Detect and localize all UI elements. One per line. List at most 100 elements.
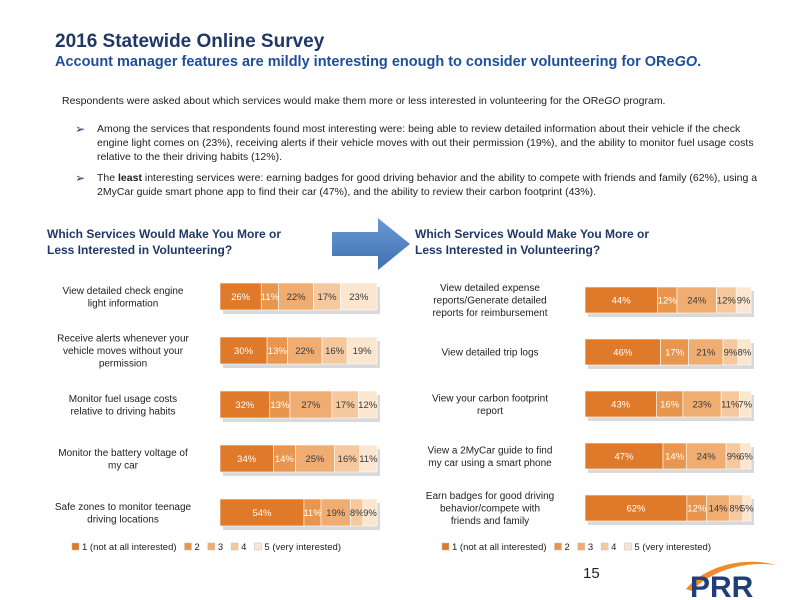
data-label: 6% — [739, 452, 753, 463]
category-label: Earn badges for good driving — [426, 491, 554, 502]
data-label: 12% — [358, 400, 378, 411]
legend-swatch — [207, 542, 216, 551]
category-label: relative to driving habits — [70, 406, 175, 417]
legend-label: 1 (not at all interested) — [452, 542, 547, 553]
legend-swatch — [600, 542, 609, 551]
legend-swatch — [184, 542, 192, 551]
bar-segment — [219, 336, 268, 365]
prr-logo: PRR — [686, 561, 776, 600]
data-label: 23% — [693, 400, 713, 411]
data-label: 16% — [325, 346, 345, 357]
data-label: 9% — [724, 348, 738, 359]
bar-segment — [584, 494, 688, 522]
right-arrow-icon — [332, 218, 410, 270]
data-label: 43% — [611, 400, 631, 411]
page-number: 15 — [583, 565, 600, 582]
bar-segment — [584, 390, 657, 418]
category-label: friends and family — [451, 516, 529, 527]
bullet-most-interesting: ➢ Among the services that respondents fo… — [75, 122, 765, 164]
bar-segment — [688, 338, 724, 366]
bar-segment — [289, 390, 333, 419]
legend-swatch — [441, 542, 450, 551]
data-label: 12% — [687, 504, 707, 515]
data-label: 24% — [687, 296, 707, 307]
data-label: 9% — [737, 296, 751, 307]
bar-segment — [740, 442, 752, 470]
logo-swoosh — [686, 561, 776, 591]
data-label: 5% — [740, 504, 754, 515]
category-label: Receive alerts whenever your — [57, 334, 189, 345]
bar-segment — [676, 286, 717, 314]
bullet-text: Among the services that respondents foun… — [97, 123, 754, 163]
category-label: light information — [88, 298, 159, 309]
data-label: 27% — [301, 400, 321, 411]
data-label: 17% — [336, 400, 356, 411]
legend-label: 5 (very interested) — [264, 542, 341, 553]
data-label: 25% — [305, 454, 325, 465]
data-label: 12% — [717, 296, 737, 307]
category-label: View a 2MyCar guide to find — [428, 445, 553, 456]
bar-segment — [584, 286, 658, 314]
category-label: permission — [99, 359, 147, 370]
bar-segment — [359, 444, 378, 473]
bar-segment — [287, 336, 323, 365]
legend-swatch — [554, 542, 562, 551]
data-label: 13% — [270, 400, 290, 411]
data-label: 8% — [350, 508, 364, 519]
bar-segment — [362, 498, 378, 527]
bar-segment — [320, 498, 351, 527]
category-label: my car using a smart phone — [428, 458, 552, 469]
subtitle-brand-ore: ORe — [644, 54, 675, 70]
intro-end: program. — [620, 95, 666, 107]
bar-segment — [584, 338, 661, 366]
bar-segment — [737, 338, 752, 366]
bar-segment — [742, 494, 752, 522]
data-label: 14% — [709, 504, 729, 515]
category-label: View detailed trip logs — [441, 348, 538, 359]
data-label: 22% — [295, 346, 315, 357]
arrow-bullet-icon: ➢ — [75, 122, 86, 136]
legend-label: 3 — [588, 542, 593, 553]
bar-segment — [295, 444, 335, 473]
data-label: 26% — [231, 292, 251, 303]
data-label: 32% — [235, 400, 255, 411]
data-label: 13% — [268, 346, 288, 357]
subtitle-end: . — [697, 54, 702, 70]
bar-segment — [358, 390, 378, 419]
legend-label: 2 — [195, 542, 200, 553]
bar-segment — [219, 444, 274, 473]
category-label: reports/Generate detailed — [433, 296, 546, 307]
legend-label: 4 — [611, 542, 616, 553]
category-label: View detailed check engine — [62, 286, 183, 297]
category-label: report — [477, 406, 503, 417]
bar-segment — [739, 390, 752, 418]
legend-swatch — [577, 542, 586, 551]
category-label: my car — [108, 460, 139, 471]
data-label: 19% — [353, 346, 373, 357]
data-label: 11% — [721, 400, 740, 411]
data-label: 62% — [626, 504, 646, 515]
subtitle-brand-go: GO — [674, 54, 698, 70]
legend-swatch — [254, 542, 262, 551]
data-label: 22% — [287, 292, 307, 303]
subtitle-text: Account manager features are mildly inte… — [55, 54, 645, 70]
category-label: vehicle moves without your — [63, 346, 184, 357]
bar-segment — [340, 282, 378, 311]
category-label: reports for reimbursement — [432, 308, 547, 319]
data-label: 17% — [665, 348, 685, 359]
bar-segment — [331, 390, 359, 419]
legend-label: 1 (not at all interested) — [82, 542, 177, 553]
data-label: 16% — [660, 400, 680, 411]
data-label: 12% — [658, 296, 678, 307]
data-label: 9% — [727, 452, 741, 463]
data-label: 30% — [234, 346, 254, 357]
category-label: View detailed expense — [440, 283, 540, 294]
chart-left-title: Which Services Would Make You More or Le… — [47, 227, 282, 257]
legend-label: 2 — [565, 542, 570, 553]
data-label: 8% — [729, 504, 743, 515]
bar-segment — [313, 282, 341, 311]
chart-right-title: Which Services Would Make You More or Le… — [415, 227, 650, 257]
bar-segment — [682, 390, 722, 418]
